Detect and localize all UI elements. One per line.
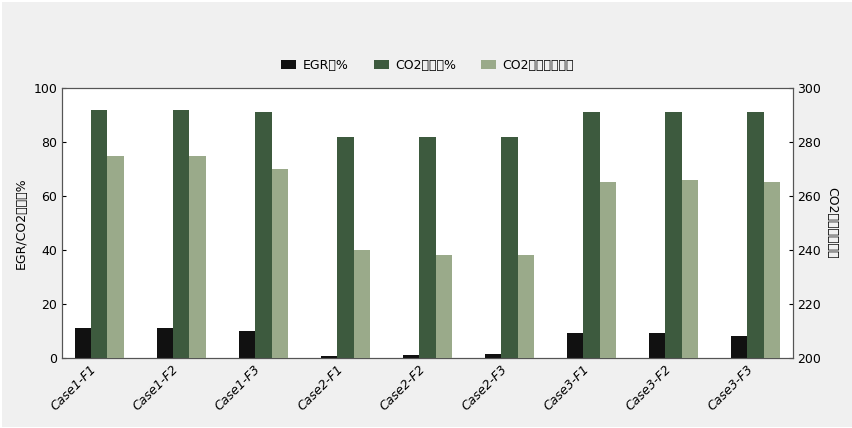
Bar bbox=[337, 137, 354, 358]
Bar bbox=[435, 255, 452, 428]
Bar bbox=[189, 155, 205, 428]
Bar bbox=[583, 113, 599, 358]
Bar bbox=[255, 113, 271, 358]
Bar bbox=[665, 113, 681, 358]
Bar bbox=[107, 155, 124, 428]
Bar bbox=[173, 110, 189, 358]
Bar bbox=[74, 328, 91, 358]
Bar bbox=[418, 137, 435, 358]
Bar bbox=[648, 333, 665, 358]
Bar bbox=[599, 182, 615, 428]
Bar bbox=[157, 328, 173, 358]
Bar bbox=[763, 182, 780, 428]
Bar bbox=[239, 331, 255, 358]
Bar bbox=[484, 354, 501, 358]
Bar bbox=[746, 113, 763, 358]
Bar bbox=[567, 333, 583, 358]
Bar bbox=[271, 169, 288, 428]
Legend: EGR，%, CO2纯度，%, CO2埋存量，万吨: EGR，%, CO2纯度，%, CO2埋存量，万吨 bbox=[276, 54, 578, 77]
Bar bbox=[681, 180, 698, 428]
Y-axis label: CO2埋存量，万吨: CO2埋存量，万吨 bbox=[824, 187, 837, 259]
Bar bbox=[320, 357, 337, 358]
Y-axis label: EGR/CO2纯度，%: EGR/CO2纯度，% bbox=[15, 177, 28, 269]
Bar bbox=[354, 250, 370, 428]
Bar bbox=[730, 336, 746, 358]
Bar bbox=[501, 137, 517, 358]
Bar bbox=[402, 355, 418, 358]
Bar bbox=[91, 110, 107, 358]
Bar bbox=[517, 255, 533, 428]
